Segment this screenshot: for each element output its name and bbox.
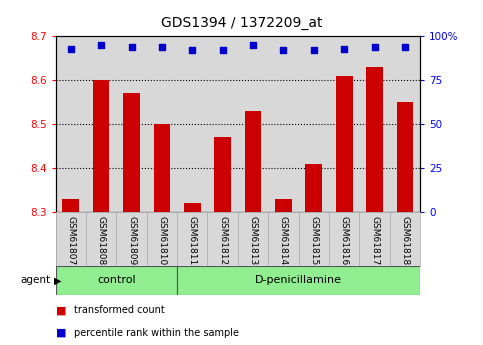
Text: GSM61816: GSM61816 — [340, 216, 349, 266]
Text: ■: ■ — [56, 328, 66, 338]
Bar — [177, 212, 208, 266]
Text: GSM61811: GSM61811 — [188, 216, 197, 266]
Bar — [336, 76, 353, 212]
Bar — [366, 67, 383, 212]
Point — [188, 48, 196, 53]
Bar — [93, 80, 110, 212]
Text: GSM61815: GSM61815 — [309, 216, 318, 266]
Bar — [359, 212, 390, 266]
Bar — [245, 111, 261, 212]
Point — [67, 46, 74, 51]
Bar — [238, 212, 268, 266]
Point — [249, 42, 257, 48]
Bar — [214, 137, 231, 212]
Bar — [177, 266, 420, 295]
Bar — [62, 199, 79, 212]
Bar — [390, 212, 420, 266]
Text: GDS1394 / 1372209_at: GDS1394 / 1372209_at — [161, 16, 322, 30]
Bar — [123, 93, 140, 212]
Bar — [116, 212, 147, 266]
Point — [158, 44, 166, 50]
Point — [341, 46, 348, 51]
Text: GSM61810: GSM61810 — [157, 216, 167, 266]
Bar — [305, 164, 322, 212]
Bar — [268, 212, 298, 266]
Bar — [56, 212, 86, 266]
Text: GSM61818: GSM61818 — [400, 216, 410, 266]
Text: D-penicillamine: D-penicillamine — [255, 275, 342, 285]
Text: GSM61814: GSM61814 — [279, 216, 288, 266]
Text: agent: agent — [21, 275, 51, 285]
Point — [97, 42, 105, 48]
Text: GSM61817: GSM61817 — [370, 216, 379, 266]
Point — [401, 44, 409, 50]
Point — [219, 48, 227, 53]
Text: ■: ■ — [56, 305, 66, 315]
Text: GSM61808: GSM61808 — [97, 216, 106, 266]
Text: GSM61809: GSM61809 — [127, 216, 136, 266]
Text: GSM61807: GSM61807 — [66, 216, 75, 266]
Bar — [154, 124, 170, 212]
Bar — [275, 199, 292, 212]
Text: control: control — [97, 275, 136, 285]
Bar — [208, 212, 238, 266]
Point — [371, 44, 379, 50]
Text: ▶: ▶ — [54, 275, 62, 285]
Point — [280, 48, 287, 53]
Bar — [298, 212, 329, 266]
Text: GSM61813: GSM61813 — [249, 216, 257, 266]
Bar — [329, 212, 359, 266]
Bar — [86, 212, 116, 266]
Bar — [184, 203, 200, 212]
Text: percentile rank within the sample: percentile rank within the sample — [74, 328, 239, 338]
Text: transformed count: transformed count — [74, 305, 165, 315]
Bar — [56, 266, 177, 295]
Point — [128, 44, 135, 50]
Bar — [147, 212, 177, 266]
Text: GSM61812: GSM61812 — [218, 216, 227, 266]
Bar — [397, 102, 413, 212]
Point — [310, 48, 318, 53]
